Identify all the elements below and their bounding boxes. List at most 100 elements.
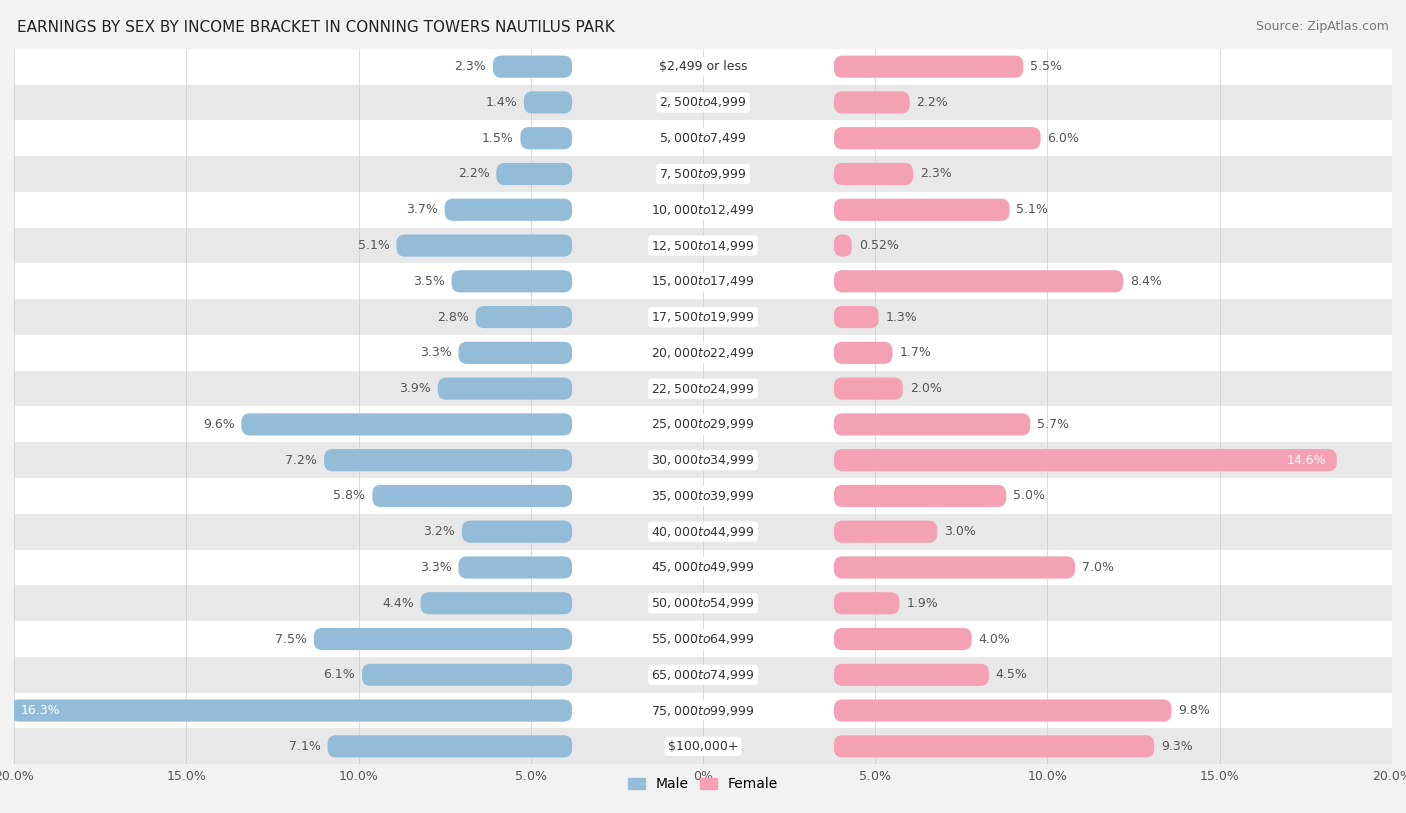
Bar	[14, 406, 1392, 442]
FancyBboxPatch shape	[520, 127, 572, 150]
Text: 4.5%: 4.5%	[995, 668, 1028, 681]
Text: 5.0%: 5.0%	[1012, 489, 1045, 502]
FancyBboxPatch shape	[314, 628, 572, 650]
Text: 1.7%: 1.7%	[900, 346, 931, 359]
FancyBboxPatch shape	[494, 55, 572, 78]
Text: 0.52%: 0.52%	[859, 239, 898, 252]
FancyBboxPatch shape	[524, 91, 572, 114]
FancyBboxPatch shape	[834, 628, 972, 650]
FancyBboxPatch shape	[834, 55, 1024, 78]
FancyBboxPatch shape	[834, 306, 879, 328]
Text: 5.8%: 5.8%	[333, 489, 366, 502]
Text: 4.0%: 4.0%	[979, 633, 1011, 646]
Bar	[14, 335, 1392, 371]
Text: $65,000 to $74,999: $65,000 to $74,999	[651, 667, 755, 682]
Text: 16.3%: 16.3%	[21, 704, 60, 717]
Text: 8.4%: 8.4%	[1130, 275, 1161, 288]
Text: $35,000 to $39,999: $35,000 to $39,999	[651, 489, 755, 503]
FancyBboxPatch shape	[834, 735, 1154, 758]
Text: $2,499 or less: $2,499 or less	[659, 60, 747, 73]
FancyBboxPatch shape	[496, 163, 572, 185]
Text: 2.8%: 2.8%	[437, 311, 468, 324]
Bar	[14, 728, 1392, 764]
Text: $50,000 to $54,999: $50,000 to $54,999	[651, 596, 755, 611]
Text: 3.7%: 3.7%	[406, 203, 437, 216]
Text: 3.0%: 3.0%	[945, 525, 976, 538]
FancyBboxPatch shape	[451, 270, 572, 293]
Text: 2.3%: 2.3%	[920, 167, 952, 180]
FancyBboxPatch shape	[461, 520, 572, 543]
Text: 2.3%: 2.3%	[454, 60, 486, 73]
Text: $22,500 to $24,999: $22,500 to $24,999	[651, 381, 755, 396]
Text: $2,500 to $4,999: $2,500 to $4,999	[659, 95, 747, 110]
Text: 9.3%: 9.3%	[1161, 740, 1192, 753]
FancyBboxPatch shape	[242, 413, 572, 436]
Bar	[14, 478, 1392, 514]
Text: $75,000 to $99,999: $75,000 to $99,999	[651, 703, 755, 718]
Text: 9.8%: 9.8%	[1178, 704, 1211, 717]
Bar	[14, 228, 1392, 263]
FancyBboxPatch shape	[420, 592, 572, 615]
Text: $55,000 to $64,999: $55,000 to $64,999	[651, 632, 755, 646]
FancyBboxPatch shape	[834, 377, 903, 400]
Text: 3.5%: 3.5%	[413, 275, 444, 288]
FancyBboxPatch shape	[361, 663, 572, 686]
Bar	[14, 120, 1392, 156]
FancyBboxPatch shape	[11, 699, 572, 722]
FancyBboxPatch shape	[437, 377, 572, 400]
FancyBboxPatch shape	[458, 341, 572, 364]
FancyBboxPatch shape	[834, 198, 1010, 221]
FancyBboxPatch shape	[834, 449, 1337, 472]
Text: $15,000 to $17,499: $15,000 to $17,499	[651, 274, 755, 289]
FancyBboxPatch shape	[834, 663, 988, 686]
Text: 1.4%: 1.4%	[485, 96, 517, 109]
Text: 3.3%: 3.3%	[420, 346, 451, 359]
FancyBboxPatch shape	[834, 234, 852, 257]
Text: 2.0%: 2.0%	[910, 382, 942, 395]
Text: 2.2%: 2.2%	[917, 96, 948, 109]
FancyBboxPatch shape	[834, 270, 1123, 293]
Text: Source: ZipAtlas.com: Source: ZipAtlas.com	[1256, 20, 1389, 33]
Text: 5.7%: 5.7%	[1038, 418, 1069, 431]
Text: $25,000 to $29,999: $25,000 to $29,999	[651, 417, 755, 432]
Bar	[14, 621, 1392, 657]
Bar	[14, 657, 1392, 693]
Text: 3.2%: 3.2%	[423, 525, 456, 538]
FancyBboxPatch shape	[834, 413, 1031, 436]
Text: 7.0%: 7.0%	[1083, 561, 1114, 574]
Text: $30,000 to $34,999: $30,000 to $34,999	[651, 453, 755, 467]
Text: 6.0%: 6.0%	[1047, 132, 1080, 145]
FancyBboxPatch shape	[458, 556, 572, 579]
Text: $45,000 to $49,999: $45,000 to $49,999	[651, 560, 755, 575]
FancyBboxPatch shape	[834, 699, 1171, 722]
Bar	[14, 371, 1392, 406]
FancyBboxPatch shape	[396, 234, 572, 257]
Text: 14.6%: 14.6%	[1286, 454, 1326, 467]
Bar	[14, 514, 1392, 550]
Text: 7.2%: 7.2%	[285, 454, 318, 467]
Bar	[14, 49, 1392, 85]
Text: 4.4%: 4.4%	[382, 597, 413, 610]
FancyBboxPatch shape	[834, 485, 1007, 507]
Text: $40,000 to $44,999: $40,000 to $44,999	[651, 524, 755, 539]
FancyBboxPatch shape	[444, 198, 572, 221]
Text: 9.6%: 9.6%	[202, 418, 235, 431]
FancyBboxPatch shape	[834, 163, 912, 185]
Text: 1.5%: 1.5%	[482, 132, 513, 145]
Text: $20,000 to $22,499: $20,000 to $22,499	[651, 346, 755, 360]
Bar	[14, 693, 1392, 728]
Text: 1.9%: 1.9%	[907, 597, 938, 610]
Text: 5.1%: 5.1%	[1017, 203, 1049, 216]
Text: 6.1%: 6.1%	[323, 668, 356, 681]
Bar	[14, 585, 1392, 621]
Bar	[14, 192, 1392, 228]
Text: 7.1%: 7.1%	[288, 740, 321, 753]
Text: 2.2%: 2.2%	[458, 167, 489, 180]
FancyBboxPatch shape	[373, 485, 572, 507]
Text: $100,000+: $100,000+	[668, 740, 738, 753]
Text: 7.5%: 7.5%	[274, 633, 307, 646]
Bar	[14, 85, 1392, 120]
FancyBboxPatch shape	[834, 341, 893, 364]
Bar	[14, 550, 1392, 585]
Text: 5.5%: 5.5%	[1031, 60, 1063, 73]
